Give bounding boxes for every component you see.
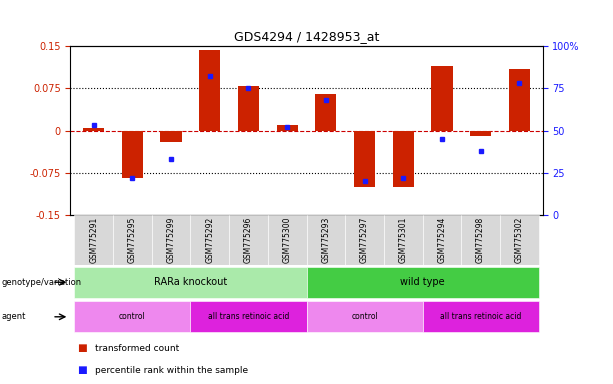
Text: GSM775300: GSM775300 bbox=[283, 217, 292, 263]
Bar bbox=[509, 69, 530, 131]
Text: all trans retinoic acid: all trans retinoic acid bbox=[440, 312, 521, 321]
Text: GSM775297: GSM775297 bbox=[360, 217, 369, 263]
Bar bbox=[161, 131, 181, 142]
Bar bbox=[199, 50, 221, 131]
Bar bbox=[422, 301, 539, 332]
Text: GSM775292: GSM775292 bbox=[205, 217, 215, 263]
Bar bbox=[345, 215, 384, 265]
Bar bbox=[74, 215, 113, 265]
Bar bbox=[276, 125, 298, 131]
Bar bbox=[74, 301, 191, 332]
Text: control: control bbox=[119, 312, 146, 321]
Bar bbox=[113, 215, 152, 265]
Bar bbox=[74, 267, 306, 298]
Text: control: control bbox=[351, 312, 378, 321]
Bar bbox=[422, 215, 461, 265]
Text: GSM775299: GSM775299 bbox=[167, 217, 175, 263]
Bar bbox=[384, 215, 422, 265]
Bar bbox=[191, 301, 306, 332]
Text: GSM775295: GSM775295 bbox=[128, 217, 137, 263]
Bar bbox=[315, 94, 337, 131]
Bar bbox=[122, 131, 143, 179]
Text: wild type: wild type bbox=[400, 277, 445, 287]
Text: GSM775296: GSM775296 bbox=[244, 217, 253, 263]
Bar bbox=[191, 215, 229, 265]
Bar bbox=[238, 86, 259, 131]
Bar bbox=[306, 301, 422, 332]
Text: GSM775293: GSM775293 bbox=[321, 217, 330, 263]
Bar bbox=[470, 131, 491, 136]
Bar bbox=[500, 215, 539, 265]
Text: GSM775294: GSM775294 bbox=[438, 217, 446, 263]
Bar bbox=[461, 215, 500, 265]
Text: RARa knockout: RARa knockout bbox=[154, 277, 227, 287]
Bar bbox=[83, 128, 104, 131]
Text: agent: agent bbox=[1, 312, 26, 321]
Bar bbox=[229, 215, 268, 265]
Text: transformed count: transformed count bbox=[95, 344, 179, 353]
Bar bbox=[268, 215, 306, 265]
Text: ■: ■ bbox=[77, 365, 86, 375]
Bar bbox=[354, 131, 375, 187]
Bar bbox=[152, 215, 191, 265]
Text: all trans retinoic acid: all trans retinoic acid bbox=[208, 312, 289, 321]
Bar bbox=[432, 66, 452, 131]
Text: genotype/variation: genotype/variation bbox=[1, 278, 82, 287]
Text: GSM775291: GSM775291 bbox=[89, 217, 98, 263]
Text: GSM775302: GSM775302 bbox=[515, 217, 524, 263]
Bar bbox=[306, 215, 345, 265]
Text: percentile rank within the sample: percentile rank within the sample bbox=[95, 366, 248, 374]
Title: GDS4294 / 1428953_at: GDS4294 / 1428953_at bbox=[234, 30, 379, 43]
Text: GSM775301: GSM775301 bbox=[398, 217, 408, 263]
Text: GSM775298: GSM775298 bbox=[476, 217, 485, 263]
Text: ■: ■ bbox=[77, 343, 86, 353]
Bar bbox=[306, 267, 539, 298]
Bar bbox=[392, 131, 414, 187]
